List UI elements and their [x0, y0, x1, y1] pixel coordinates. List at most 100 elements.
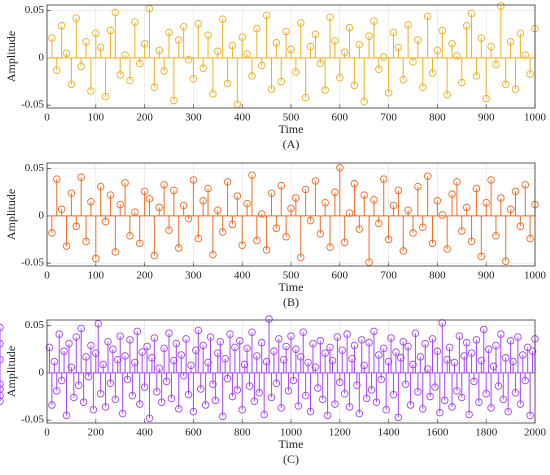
- x-tick-label: 100: [88, 112, 105, 124]
- stem-marker: [99, 360, 107, 369]
- stem-marker: [438, 26, 447, 35]
- stem-marker: [167, 394, 176, 403]
- stem-marker: [150, 251, 159, 260]
- stem-marker: [372, 398, 381, 406]
- stem-marker: [399, 75, 407, 84]
- stem-marker: [389, 390, 398, 399]
- stem-marker: [360, 97, 368, 106]
- stem-marker: [77, 173, 85, 181]
- stem-marker: [211, 396, 220, 405]
- stem-marker: [443, 91, 451, 99]
- y-tick-label: 0: [39, 209, 45, 221]
- stem-marker: [143, 342, 151, 351]
- stem-marker: [394, 43, 403, 52]
- stem-marker: [477, 252, 486, 261]
- stem-marker: [331, 37, 339, 45]
- stem-marker: [304, 358, 312, 367]
- stem-marker: [494, 382, 503, 390]
- stem-marker: [214, 206, 222, 214]
- x-tick-label: 0: [44, 427, 50, 439]
- stem-marker: [248, 171, 256, 180]
- stem-marker: [453, 178, 461, 186]
- stem-marker: [419, 83, 427, 91]
- y-axis-label: Amplitude: [4, 189, 18, 240]
- stem-marker: [472, 184, 481, 193]
- stem-marker: [189, 176, 198, 184]
- stem-marker: [453, 52, 461, 60]
- stem-marker: [240, 360, 249, 369]
- stem-marker: [131, 18, 139, 26]
- stem-marker: [350, 341, 359, 350]
- stem-marker: [87, 341, 95, 350]
- stem-marker: [187, 361, 195, 370]
- stem-marker: [60, 347, 68, 355]
- stem-marker: [370, 327, 378, 336]
- stem-marker: [87, 197, 95, 206]
- stem-marker: [394, 413, 403, 422]
- stem-marker: [428, 69, 437, 77]
- stem-marker: [104, 337, 112, 346]
- stem-marker: [72, 222, 81, 231]
- stem-marker: [77, 324, 85, 333]
- stem-marker: [145, 195, 154, 203]
- stem-marker: [350, 81, 359, 90]
- stem-marker: [306, 42, 315, 51]
- x-tick-label: 1000: [280, 427, 303, 439]
- x-tick-label: 300: [185, 270, 202, 282]
- stem-marker: [465, 410, 473, 419]
- stem-marker: [84, 372, 93, 381]
- stem-marker: [106, 379, 115, 388]
- stem-marker: [443, 355, 451, 364]
- stem-marker: [67, 363, 76, 371]
- stem-marker: [480, 325, 488, 334]
- x-tick-label: 900: [478, 270, 495, 282]
- stem-marker: [470, 377, 478, 386]
- stem-marker: [314, 384, 322, 392]
- stem-marker: [440, 396, 449, 405]
- x-tick-label: 1400: [378, 427, 401, 439]
- stem-marker: [126, 76, 134, 85]
- stem-marker: [509, 357, 517, 366]
- stem-marker: [287, 204, 295, 213]
- stem-marker: [253, 236, 261, 245]
- x-tick-label: 600: [332, 270, 349, 282]
- stem-marker: [209, 380, 217, 389]
- stem-marker: [443, 245, 451, 253]
- stem-marker: [79, 398, 88, 406]
- stem-marker: [353, 381, 361, 389]
- stem-marker: [106, 191, 115, 199]
- stem-marker: [145, 414, 154, 423]
- stem-marker: [118, 409, 127, 418]
- y-tick-label: 0.05: [25, 319, 45, 331]
- stem-marker: [0, 339, 4, 348]
- stem-marker: [321, 198, 329, 207]
- stem-marker: [114, 355, 122, 364]
- stem-marker: [497, 194, 505, 202]
- stem-marker: [177, 351, 185, 359]
- stem-marker: [428, 239, 437, 248]
- stem-marker: [477, 34, 486, 42]
- stem-marker: [72, 333, 81, 341]
- stem-marker: [370, 196, 378, 204]
- x-tick-label: 400: [234, 112, 251, 124]
- stem-marker: [277, 77, 285, 86]
- stem-marker: [116, 200, 124, 209]
- stem-marker: [267, 189, 276, 197]
- stem-marker: [450, 358, 459, 367]
- stem-marker: [294, 402, 303, 410]
- stem-marker: [228, 220, 237, 229]
- stem-marker: [362, 394, 371, 403]
- stem-marker: [140, 187, 149, 196]
- y-tick-label: 0: [39, 366, 45, 378]
- stem-marker: [301, 391, 310, 400]
- stem-marker: [282, 27, 290, 36]
- stem-marker: [484, 345, 493, 354]
- x-tick-label: 400: [136, 427, 153, 439]
- x-tick-label: 800: [429, 112, 446, 124]
- stem-marker: [53, 66, 61, 74]
- stem-marker: [399, 247, 407, 255]
- stem-marker: [460, 352, 468, 360]
- stem-marker: [82, 353, 90, 361]
- stem-marker: [406, 401, 415, 409]
- stem-marker: [458, 78, 466, 87]
